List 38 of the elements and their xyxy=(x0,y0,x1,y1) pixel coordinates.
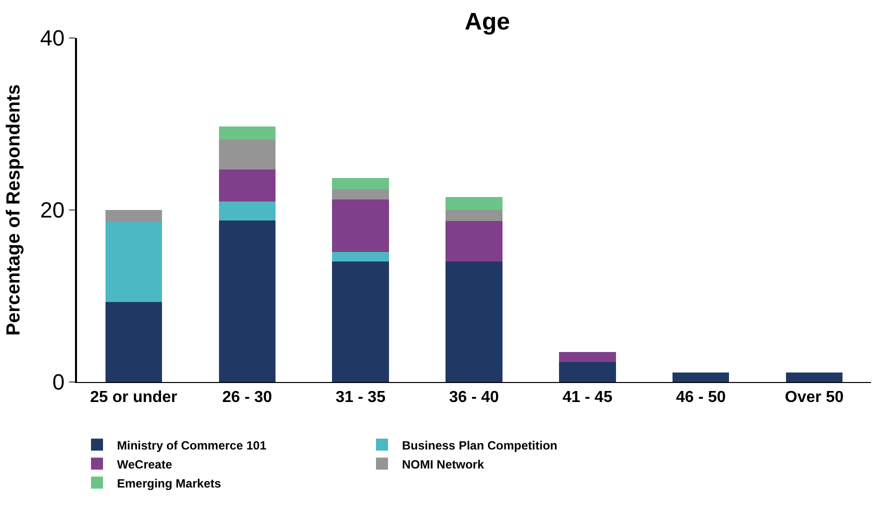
x-tick-label: 36 - 40 xyxy=(449,389,500,406)
bar xyxy=(218,139,276,170)
bar xyxy=(446,210,502,222)
legend-label: WeCreate xyxy=(117,457,172,472)
y-tick-label: 40 xyxy=(40,26,65,51)
bar xyxy=(332,262,389,382)
x-tick-label: 25 or under xyxy=(90,389,178,406)
bar xyxy=(559,362,616,382)
legend-label: Emerging Markets xyxy=(117,476,222,490)
bar xyxy=(786,372,843,382)
bar xyxy=(332,178,389,190)
x-tick-label: Over 50 xyxy=(784,389,844,406)
x-tick-label: 41 - 45 xyxy=(562,389,612,406)
y-axis-title: Percentage of Respondents xyxy=(3,84,24,336)
y-tick-label: 0 xyxy=(52,370,65,395)
bar xyxy=(218,170,276,202)
bar xyxy=(559,352,616,362)
bar xyxy=(105,302,162,382)
bar xyxy=(105,210,162,222)
bar xyxy=(446,221,502,262)
bar xyxy=(332,189,389,200)
bar xyxy=(218,220,276,382)
x-tick-label: 31 - 35 xyxy=(336,389,386,406)
y-tick-label: 20 xyxy=(40,198,65,223)
x-tick-label: 46 - 50 xyxy=(676,389,726,406)
bar xyxy=(332,252,389,262)
bar xyxy=(446,197,502,210)
bar xyxy=(446,262,502,382)
bar xyxy=(218,201,276,220)
chart-title: Age xyxy=(464,8,510,36)
legend-label: Ministry of Commerce 101 xyxy=(117,438,267,452)
bar xyxy=(332,200,389,252)
bar xyxy=(105,222,162,302)
bar xyxy=(672,372,730,382)
legend-label: Business Plan Competition xyxy=(402,438,558,452)
legend-label: NOMI Network xyxy=(402,457,484,472)
bar xyxy=(218,126,276,140)
x-tick-label: 26 - 30 xyxy=(222,389,272,406)
